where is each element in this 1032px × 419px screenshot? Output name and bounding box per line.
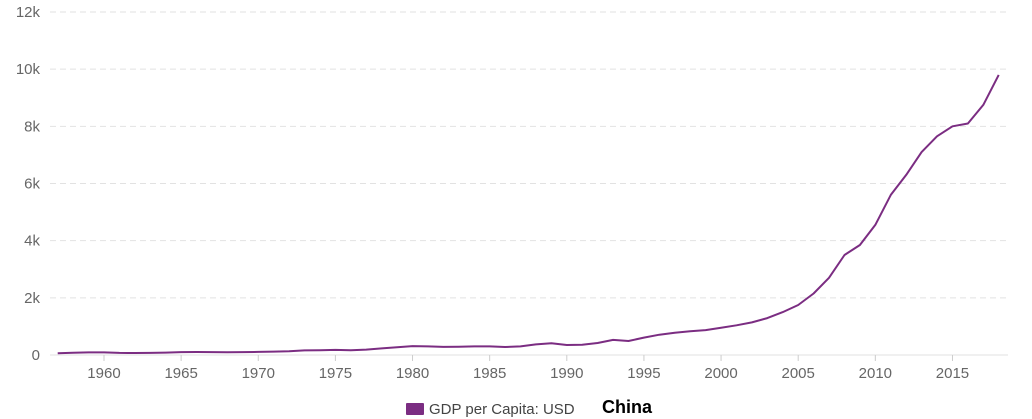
x-tick-label: 2000: [704, 365, 737, 382]
legend-swatch: [406, 403, 424, 415]
y-tick-label: 6k: [24, 176, 40, 193]
x-tick-label: 1980: [396, 365, 429, 382]
x-tick-label: 1965: [164, 365, 197, 382]
y-axis-ticks: 0 2k 4k 6k 8k 10k 12k: [16, 4, 41, 364]
x-tick-label: 1975: [319, 365, 352, 382]
x-tick-label: 2015: [936, 365, 969, 382]
y-tick-label: 4k: [24, 233, 40, 250]
y-tick-label: 12k: [16, 4, 41, 21]
y-tick-label: 8k: [24, 118, 40, 135]
y-tick-label: 2k: [24, 290, 40, 307]
x-tick-label: 1985: [473, 365, 506, 382]
series-line[interactable]: [57, 74, 1000, 355]
legend-label: GDP per Capita: USD: [429, 401, 575, 418]
x-tick-label: 2010: [859, 365, 892, 382]
series-group: [57, 74, 1000, 355]
x-axis-ticks: 1960 1965 1970 1975 1980 1985 1990 1995 2000 2005…: [87, 355, 969, 382]
grid-lines: [50, 11, 1008, 356]
x-tick-label: 1990: [550, 365, 583, 382]
y-tick-label: 10k: [16, 61, 41, 78]
legend[interactable]: GDP per Capita: USD China: [406, 397, 653, 418]
x-tick-label: 1970: [242, 365, 275, 382]
x-tick-label: 1960: [87, 365, 120, 382]
legend-country-label: China: [602, 397, 653, 417]
x-tick-label: 1995: [627, 365, 660, 382]
y-tick-label: 0: [32, 347, 40, 364]
x-tick-label: 2005: [782, 365, 815, 382]
